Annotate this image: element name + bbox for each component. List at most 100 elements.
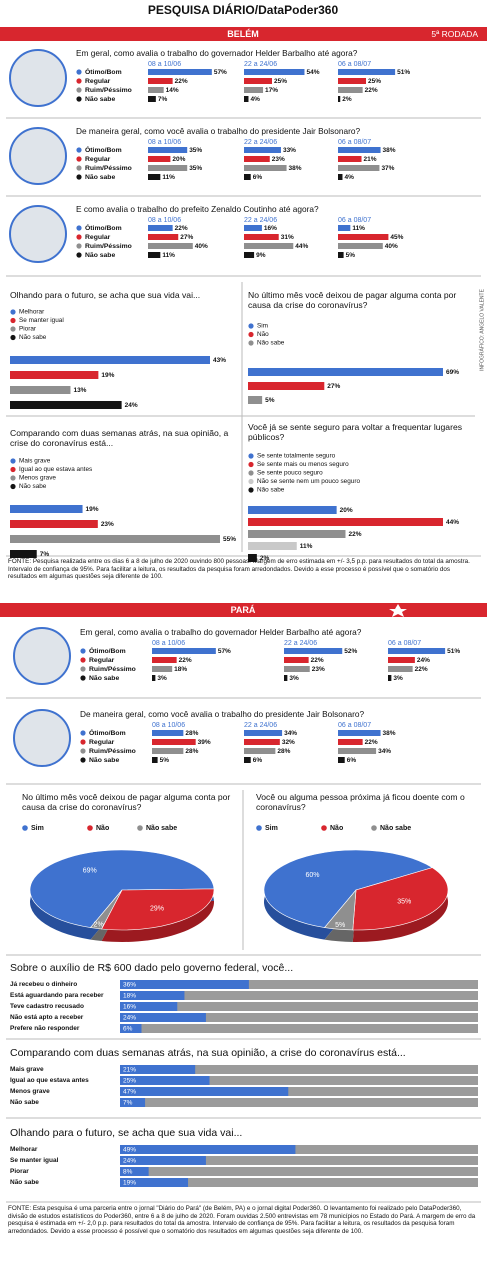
value-label: 7%: [123, 1100, 133, 1107]
question-box: Comparando com duas semanas atrás, na su…: [10, 428, 229, 449]
legend-label: Sim: [265, 825, 278, 832]
value-label: 22%: [175, 225, 188, 232]
bar-track: [120, 1002, 478, 1011]
value-label: 3%: [157, 675, 167, 682]
bar-track: [120, 1076, 478, 1085]
legend-label: Sim: [257, 323, 268, 330]
legend-swatch: [10, 483, 16, 490]
value-label: 24%: [123, 1015, 136, 1022]
bar: [120, 1178, 189, 1187]
legend-swatch: [10, 466, 16, 473]
legend-label: Ruim/Péssimo: [85, 243, 132, 250]
legend-label: Menos grave: [19, 475, 56, 482]
bar-track: [120, 1098, 478, 1107]
question-box: Olhando para o futuro, se acha que sua v…: [10, 290, 200, 300]
legend-swatch: [248, 478, 254, 485]
legend-label: Ótimo/Bom: [85, 67, 122, 76]
legend-label: Não sabe: [19, 334, 47, 341]
value-label: 6%: [123, 1026, 133, 1033]
footnote-box: FONTE: Pesquisa realizada entre os dias …: [8, 558, 470, 580]
period-label: 08 a 10/06: [148, 139, 181, 146]
bar: [10, 371, 99, 379]
legend-label: Ruim/Péssimo: [85, 87, 132, 94]
legend-swatch: [76, 69, 82, 75]
value-label: 28%: [277, 748, 290, 755]
value-label: 11%: [162, 174, 175, 181]
value-label: 4%: [250, 96, 260, 103]
legend-swatch: [76, 147, 82, 153]
credit: INFOGRÁFICO: ANGELO VALENTE: [478, 288, 485, 371]
bar: [120, 1145, 296, 1154]
value-label: 8%: [123, 1169, 133, 1176]
value-label: 27%: [327, 383, 340, 390]
legend-swatch: [10, 326, 16, 332]
legend-swatch: [22, 825, 28, 831]
footnote-box: FONTE: Esta pesquisa é uma parceria entr…: [8, 1205, 475, 1235]
bar: [152, 748, 184, 754]
bar-track: [120, 1013, 478, 1022]
legend-swatch: [80, 657, 86, 663]
legend-label: Não sabe: [89, 757, 119, 764]
category-label: Melhorar: [10, 1146, 38, 1153]
value-label: 40%: [385, 243, 398, 250]
bar: [284, 648, 343, 654]
value-label: 5%: [265, 397, 275, 404]
legend-swatch: [248, 323, 254, 329]
legend-label: Não sabe: [85, 174, 115, 181]
region-band: [0, 27, 487, 41]
bar: [244, 156, 270, 162]
value-label: 57%: [218, 648, 231, 655]
bar: [338, 748, 377, 754]
legend-label: Piorar: [19, 326, 37, 333]
legend-swatch: [248, 340, 254, 346]
bar-track: [120, 1087, 478, 1096]
value-label: 22%: [175, 78, 188, 85]
round-label: 5ª RODADA: [431, 29, 478, 39]
category-label: Não sabe: [10, 1099, 39, 1106]
portrait: [9, 127, 67, 185]
category-label: Piorar: [10, 1168, 29, 1175]
legend-swatch: [10, 458, 16, 464]
legend-label: Regular: [85, 78, 111, 85]
header-band: [0, 0, 487, 20]
bar: [244, 165, 287, 171]
value-label: 38%: [383, 730, 396, 737]
bar: [244, 174, 251, 180]
bar: [248, 506, 337, 514]
value-label: 35%: [189, 165, 202, 172]
legend-swatch: [76, 96, 82, 102]
value-label: 19%: [101, 372, 114, 379]
value-label: 51%: [397, 69, 410, 76]
legend-label: Sim: [31, 825, 44, 832]
period-label: 08 a 10/06: [152, 640, 185, 647]
legend-swatch: [76, 243, 82, 249]
bar: [148, 156, 171, 162]
bar: [338, 730, 381, 736]
category-label: Teve cadastro recusado: [10, 1003, 84, 1010]
bar: [148, 234, 179, 240]
legend-swatch: [248, 331, 254, 338]
bar-track: [120, 1156, 478, 1165]
value-label: 34%: [378, 748, 391, 755]
region-band: [0, 603, 487, 617]
legend-swatch: [76, 156, 82, 162]
question: Comparando com duas semanas atrás, na su…: [10, 428, 229, 449]
bar-track: [120, 991, 478, 1000]
bar: [120, 1167, 149, 1176]
value-label: 9%: [256, 252, 266, 259]
value-label: 24%: [417, 657, 430, 664]
category-label: Já recebeu o dinheiro: [10, 981, 77, 988]
value-label: 33%: [283, 147, 296, 154]
question: Em geral, como avalia o trabalho do gove…: [80, 627, 362, 637]
bar: [248, 542, 297, 550]
period-label: 22 a 24/06: [244, 139, 277, 146]
bar: [244, 87, 264, 93]
bar: [120, 1087, 289, 1096]
question-box: Você ou alguma pessoa próxima já ficou d…: [256, 792, 465, 812]
legend-label: Não sabe: [19, 483, 47, 490]
pie-slice: [323, 889, 357, 931]
value-label: 49%: [123, 1147, 136, 1154]
value-label: 23%: [101, 521, 114, 528]
value-label: 24%: [123, 1158, 136, 1165]
